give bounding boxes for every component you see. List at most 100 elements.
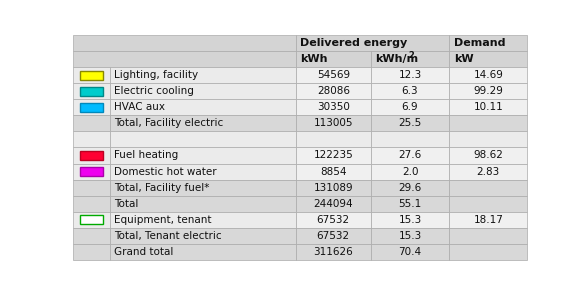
Text: 67532: 67532 bbox=[316, 231, 350, 241]
Text: Total: Total bbox=[114, 199, 138, 209]
Text: 113005: 113005 bbox=[314, 118, 353, 128]
Bar bbox=[73, 67, 111, 83]
Bar bbox=[296, 180, 371, 196]
Text: Demand: Demand bbox=[454, 38, 505, 48]
Bar bbox=[296, 83, 371, 99]
Bar bbox=[449, 244, 527, 260]
Bar bbox=[296, 99, 371, 115]
Text: kWh/m: kWh/m bbox=[375, 54, 418, 64]
Bar bbox=[296, 51, 371, 67]
Text: 54569: 54569 bbox=[316, 70, 350, 80]
Bar bbox=[449, 51, 527, 67]
Bar bbox=[371, 83, 449, 99]
Bar bbox=[371, 228, 449, 244]
Bar bbox=[73, 212, 111, 228]
Bar bbox=[296, 131, 371, 147]
Text: 311626: 311626 bbox=[314, 247, 353, 257]
Text: kW: kW bbox=[454, 54, 473, 64]
Bar bbox=[73, 244, 111, 260]
Text: Fuel heating: Fuel heating bbox=[114, 150, 178, 161]
Text: kWh: kWh bbox=[300, 54, 328, 64]
Text: 122235: 122235 bbox=[314, 150, 353, 161]
Bar bbox=[296, 212, 371, 228]
Bar bbox=[371, 147, 449, 164]
Bar bbox=[73, 147, 111, 164]
Bar bbox=[80, 87, 104, 96]
Bar bbox=[449, 180, 527, 196]
Text: Equipment, tenant: Equipment, tenant bbox=[114, 215, 212, 225]
Text: 67532: 67532 bbox=[316, 215, 350, 225]
Bar bbox=[371, 99, 449, 115]
Bar bbox=[111, 147, 296, 164]
Bar bbox=[449, 83, 527, 99]
Bar bbox=[296, 115, 371, 131]
Bar bbox=[371, 212, 449, 228]
Bar bbox=[371, 51, 449, 67]
Bar bbox=[111, 244, 296, 260]
Bar bbox=[449, 212, 527, 228]
Bar bbox=[111, 180, 296, 196]
Bar bbox=[73, 83, 111, 99]
Bar bbox=[371, 115, 449, 131]
Bar bbox=[371, 67, 449, 83]
Text: 131089: 131089 bbox=[314, 182, 353, 193]
Text: Total, Tenant electric: Total, Tenant electric bbox=[114, 231, 222, 241]
Bar bbox=[73, 228, 111, 244]
Text: Grand total: Grand total bbox=[114, 247, 173, 257]
Bar bbox=[111, 164, 296, 180]
Text: 10.11: 10.11 bbox=[473, 102, 503, 112]
Text: 55.1: 55.1 bbox=[398, 199, 422, 209]
Bar bbox=[449, 115, 527, 131]
Bar bbox=[111, 99, 296, 115]
Text: 6.3: 6.3 bbox=[401, 86, 418, 96]
Bar bbox=[73, 164, 111, 180]
Bar bbox=[73, 99, 111, 115]
Text: 14.69: 14.69 bbox=[473, 70, 503, 80]
Bar bbox=[111, 196, 296, 212]
Text: 99.29: 99.29 bbox=[473, 86, 503, 96]
Text: 27.6: 27.6 bbox=[398, 150, 422, 161]
Text: Total, Facility fuel*: Total, Facility fuel* bbox=[114, 182, 210, 193]
Bar bbox=[111, 131, 296, 147]
Bar bbox=[80, 71, 104, 80]
Text: 30350: 30350 bbox=[317, 102, 350, 112]
Bar bbox=[371, 196, 449, 212]
Text: 2: 2 bbox=[408, 51, 414, 60]
Bar bbox=[371, 164, 449, 180]
Bar bbox=[449, 131, 527, 147]
Text: 18.17: 18.17 bbox=[473, 215, 503, 225]
Text: 15.3: 15.3 bbox=[398, 215, 422, 225]
Bar bbox=[296, 147, 371, 164]
Text: Electric cooling: Electric cooling bbox=[114, 86, 194, 96]
Text: 25.5: 25.5 bbox=[398, 118, 422, 128]
Bar bbox=[296, 228, 371, 244]
Bar bbox=[80, 103, 104, 112]
Bar bbox=[449, 228, 527, 244]
Bar bbox=[371, 244, 449, 260]
Bar bbox=[111, 212, 296, 228]
Bar bbox=[296, 35, 449, 51]
Bar bbox=[80, 151, 104, 160]
Bar bbox=[73, 51, 296, 67]
Text: Delivered energy: Delivered energy bbox=[300, 38, 408, 48]
Bar bbox=[371, 180, 449, 196]
Bar bbox=[73, 35, 296, 51]
Bar bbox=[80, 167, 104, 176]
Text: 8854: 8854 bbox=[320, 166, 346, 177]
Bar bbox=[73, 180, 111, 196]
Bar bbox=[111, 83, 296, 99]
Text: 12.3: 12.3 bbox=[398, 70, 422, 80]
Bar bbox=[111, 115, 296, 131]
Bar bbox=[296, 196, 371, 212]
Bar bbox=[111, 67, 296, 83]
Text: Lighting, facility: Lighting, facility bbox=[114, 70, 198, 80]
Text: Total, Facility electric: Total, Facility electric bbox=[114, 118, 223, 128]
Text: 244094: 244094 bbox=[314, 199, 353, 209]
Bar bbox=[449, 67, 527, 83]
Bar bbox=[73, 115, 111, 131]
Text: 6.9: 6.9 bbox=[401, 102, 418, 112]
Bar bbox=[296, 244, 371, 260]
Text: HVAC aux: HVAC aux bbox=[114, 102, 165, 112]
Text: 2.83: 2.83 bbox=[477, 166, 500, 177]
Bar bbox=[296, 67, 371, 83]
